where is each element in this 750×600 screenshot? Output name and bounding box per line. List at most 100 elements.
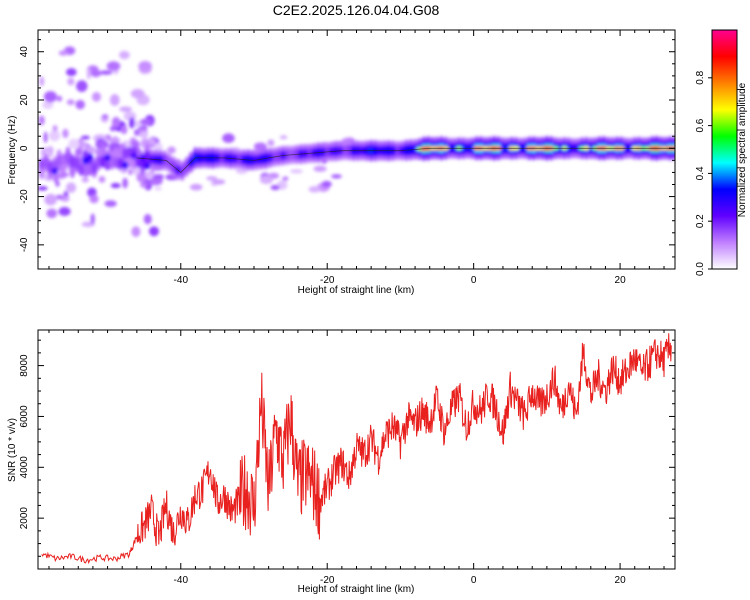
spectrogram-cell bbox=[167, 146, 176, 154]
spectrogram-cell bbox=[147, 138, 156, 146]
snr-series-line bbox=[41, 333, 672, 565]
x-tick-label: -20 bbox=[320, 275, 335, 286]
top-y-axis-label: Frequency (Hz) bbox=[7, 116, 18, 185]
spectrogram-cell bbox=[102, 114, 109, 119]
bottom-x-axis: -40 -20 0 20 bbox=[48, 330, 665, 586]
spectrogram-cell bbox=[65, 182, 77, 193]
spectrogram-cell bbox=[41, 147, 55, 153]
spectrogram-cell bbox=[98, 175, 106, 183]
colorbar-tick-label: 0.2 bbox=[695, 214, 706, 228]
spectrogram-cell bbox=[212, 179, 226, 185]
spectrogram-cell bbox=[154, 186, 162, 191]
x-tick-label: 0 bbox=[471, 275, 477, 286]
x-tick-label: 0 bbox=[471, 575, 477, 586]
top-x-axis: -40 -20 0 20 bbox=[48, 30, 665, 286]
spectrogram-cell bbox=[290, 169, 303, 174]
spectrogram-cell bbox=[77, 163, 85, 176]
y-tick-label: 8000 bbox=[19, 354, 30, 377]
spectrogram-cell bbox=[120, 125, 128, 135]
spectrogram-cell bbox=[140, 131, 148, 140]
spectrogram-cell bbox=[62, 128, 69, 139]
spectrogram-cell bbox=[58, 206, 71, 216]
spectrogram-cell bbox=[104, 200, 117, 208]
spectrogram-cell bbox=[131, 140, 140, 149]
spectrogram-cell bbox=[119, 106, 132, 112]
spectrogram-cell bbox=[81, 135, 90, 140]
spectrogram-cell bbox=[206, 176, 218, 181]
spectrogram-cell bbox=[95, 139, 109, 150]
y-tick-label: 0 bbox=[19, 145, 30, 151]
y-tick-label: 40 bbox=[19, 46, 30, 58]
spectrogram-cell bbox=[52, 125, 58, 132]
spectrogram-cell bbox=[55, 194, 64, 200]
spectrogram-cell bbox=[259, 175, 273, 185]
x-tick-label: 20 bbox=[615, 275, 627, 286]
spectrogram-cell bbox=[253, 142, 267, 151]
spectrogram-ridge bbox=[136, 147, 675, 173]
spectrogram-cell bbox=[51, 167, 59, 175]
spectrogram-cell bbox=[321, 180, 332, 188]
spectrogram-cell bbox=[313, 165, 327, 172]
spectrogram-cell bbox=[91, 162, 98, 174]
spectrogram-ridge-line bbox=[136, 147, 675, 173]
snr-panel: -40 -20 0 20 2000 4000 6000 8000 Height of str… bbox=[7, 329, 676, 595]
spectrogram-cell bbox=[43, 91, 58, 103]
spectrogram-cell bbox=[60, 172, 70, 177]
spectrogram-cell bbox=[222, 133, 235, 144]
spectrogram-cell bbox=[86, 67, 91, 80]
spectrogram-cell bbox=[107, 137, 121, 143]
y-tick-label: 2000 bbox=[19, 507, 30, 530]
chart-title: C2E2.2025.126.04.04.G08 bbox=[273, 2, 440, 18]
spectrogram-cell bbox=[153, 143, 163, 152]
colorbar-tick-label: 0.6 bbox=[695, 118, 706, 132]
spectrogram-cell bbox=[138, 60, 152, 72]
top-x-axis-label: Height of straight line (km) bbox=[298, 285, 415, 296]
spectrogram-cell bbox=[44, 193, 58, 206]
spectrogram-cell bbox=[46, 208, 58, 219]
spectrogram-panel: -40 -20 0 20 -40 -20 0 20 40 Height of straight… bbox=[7, 29, 676, 296]
spectrogram-cell bbox=[189, 183, 203, 191]
spectrogram-cell bbox=[66, 99, 75, 106]
colorbar-frame bbox=[711, 29, 738, 270]
spectrogram-cell bbox=[111, 116, 121, 128]
y-tick-label: 4000 bbox=[19, 456, 30, 479]
spectrogram-cell bbox=[81, 177, 89, 183]
spectrogram-cell bbox=[104, 154, 111, 162]
spectrogram-cell bbox=[130, 152, 138, 160]
spectrogram-cell bbox=[143, 162, 151, 170]
spectrogram-cell bbox=[65, 68, 77, 77]
spectrogram-cell bbox=[39, 76, 45, 87]
bottom-y-axis: 2000 4000 6000 8000 bbox=[19, 339, 675, 570]
spectrogram-cell bbox=[131, 226, 141, 237]
spectrogram-cell bbox=[42, 101, 54, 109]
spectrogram-cell bbox=[90, 213, 95, 225]
spectrogram-cell bbox=[148, 226, 159, 237]
spectrogram-cell bbox=[80, 141, 89, 147]
bottom-x-axis-label: Height of straight line (km) bbox=[298, 584, 415, 595]
x-tick-label: -20 bbox=[320, 575, 335, 586]
spectrogram-cell bbox=[308, 186, 321, 193]
colorbar-tick-label: 0.0 bbox=[695, 262, 706, 276]
spectrogram-cell bbox=[76, 80, 88, 92]
x-tick-label: -40 bbox=[174, 575, 189, 586]
bottom-y-axis-label: SNR (10 * v/v) bbox=[7, 418, 18, 482]
spectrogram-cell bbox=[49, 130, 61, 142]
colorbar-tick-label: 0.8 bbox=[695, 70, 706, 84]
spectrogram-cell bbox=[73, 157, 81, 170]
spectrogram-cell bbox=[106, 61, 121, 71]
spectrogram-cell bbox=[130, 88, 145, 99]
spectrogram-cell bbox=[134, 129, 140, 136]
spectrogram-cell bbox=[152, 174, 165, 180]
spectrogram-cell bbox=[139, 154, 146, 162]
spectrogram-cell bbox=[121, 161, 129, 169]
spectrogram-cell bbox=[56, 95, 63, 102]
y-tick-label: 6000 bbox=[19, 405, 30, 428]
spectrogram-cell bbox=[139, 118, 153, 125]
colorbar-fill bbox=[712, 30, 737, 269]
spectrogram-cell bbox=[110, 183, 121, 189]
spectrogram-cell bbox=[38, 115, 45, 126]
spectrogram-cell bbox=[38, 186, 48, 191]
spectrogram-cell bbox=[67, 77, 75, 86]
spectrogram-cell bbox=[279, 135, 288, 140]
